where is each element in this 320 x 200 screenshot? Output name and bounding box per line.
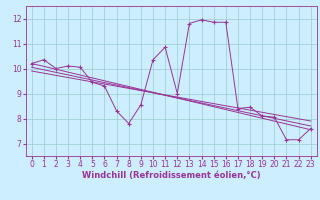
X-axis label: Windchill (Refroidissement éolien,°C): Windchill (Refroidissement éolien,°C): [82, 171, 260, 180]
